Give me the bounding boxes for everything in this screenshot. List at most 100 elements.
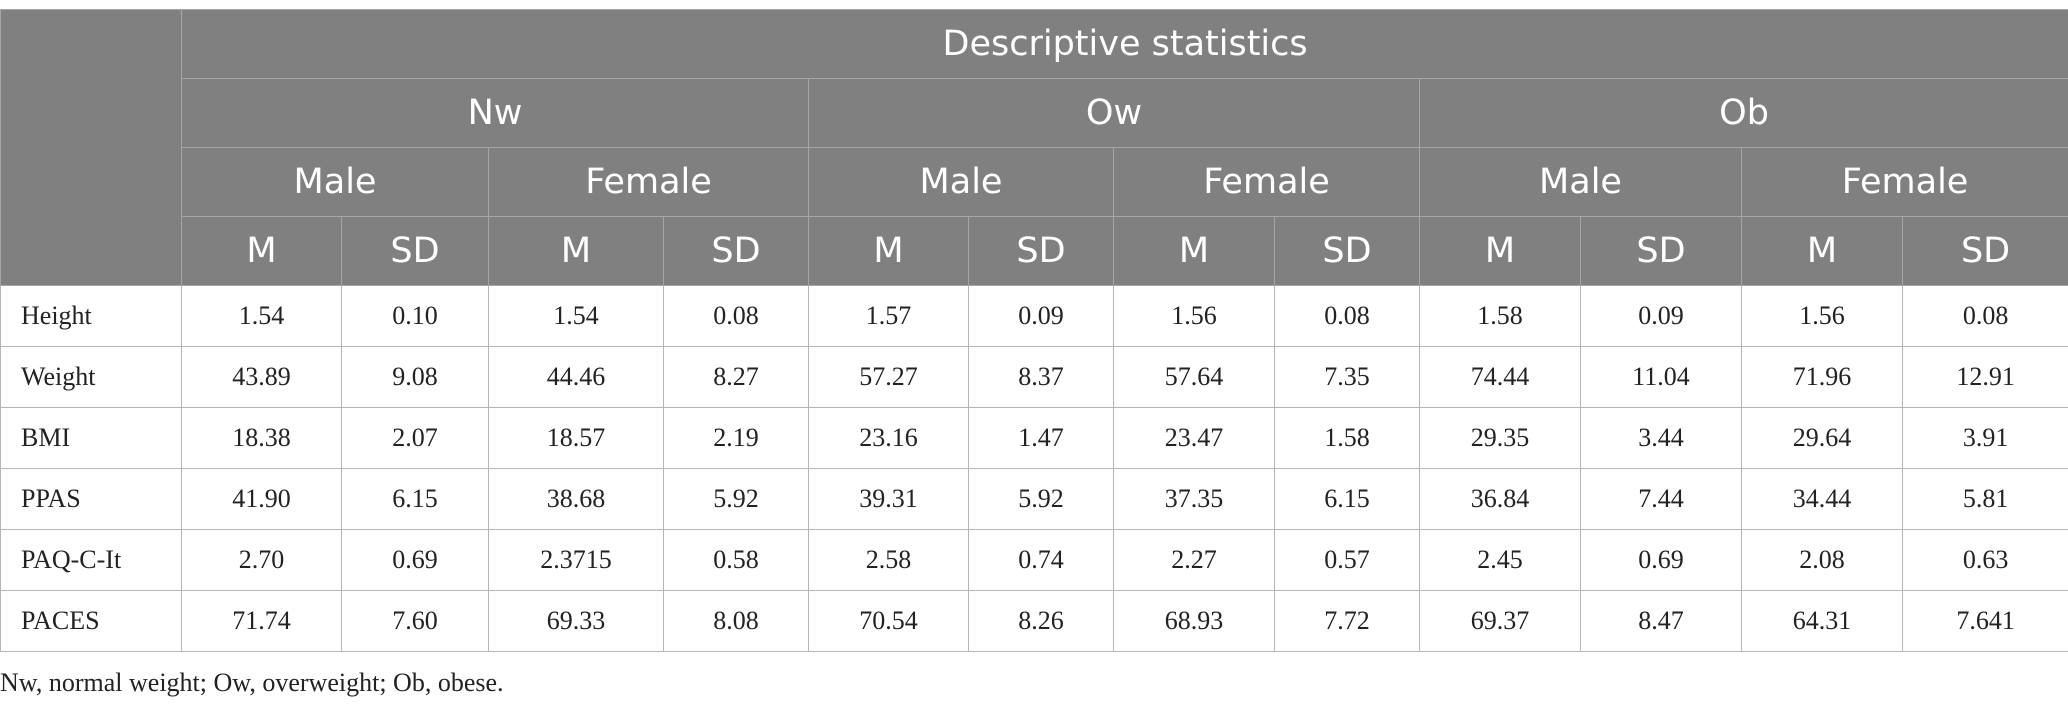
stat-header-mean: M	[1419, 216, 1581, 286]
table-cell: 57.27	[808, 346, 969, 408]
table-cell: 2.45	[1419, 529, 1581, 591]
table-row: BMI 18.38 2.07 18.57 2.19 23.16 1.47 23.47 1.58 2…	[0, 407, 2068, 469]
table-cell: 1.47	[968, 407, 1114, 469]
group-header-nw: Nw	[181, 78, 809, 148]
table-cell: 0.08	[1274, 285, 1420, 347]
table-cell: 23.47	[1113, 407, 1275, 469]
table-cell: 7.44	[1580, 468, 1742, 530]
table-cell: 8.27	[663, 346, 809, 408]
table-title: Descriptive statistics	[180, 9, 2068, 79]
table-cell: 6.15	[1274, 468, 1420, 530]
table-cell: 1.58	[1419, 285, 1581, 347]
table-cell: 29.35	[1419, 407, 1581, 469]
row-label: PAQ-C-It	[0, 529, 182, 591]
row-label: PACES	[0, 590, 182, 652]
table-row: PAQ-C-It 2.70 0.69 2.3715 0.58 2.58 0.74 2.27 0.…	[0, 529, 2068, 591]
table-cell: 0.58	[663, 529, 809, 591]
table-cell: 69.33	[488, 590, 664, 652]
row-label: Weight	[0, 346, 182, 408]
table-footnote: Nw, normal weight; Ow, overweight; Ob, o…	[0, 668, 504, 697]
table-cell: 2.27	[1113, 529, 1275, 591]
table-cell: 37.35	[1113, 468, 1275, 530]
table-cell: 69.37	[1419, 590, 1581, 652]
table-cell: 0.74	[968, 529, 1114, 591]
table-cell: 1.56	[1113, 285, 1275, 347]
table-cell: 0.69	[1580, 529, 1742, 591]
table-cell: 8.37	[968, 346, 1114, 408]
table-cell: 38.68	[488, 468, 664, 530]
table-cell: 41.90	[181, 468, 342, 530]
table-cell: 1.56	[1741, 285, 1903, 347]
stat-header-mean: M	[808, 216, 969, 286]
table-cell: 70.54	[808, 590, 969, 652]
table-cell: 74.44	[1419, 346, 1581, 408]
stat-header-mean: M	[1741, 216, 1903, 286]
sex-header-nw-female: Female	[488, 147, 809, 217]
stat-header-mean: M	[1113, 216, 1275, 286]
table-row: PACES 71.74 7.60 69.33 8.08 70.54 8.26 68.93 7.7…	[0, 590, 2068, 652]
table-cell: 1.54	[488, 285, 664, 347]
stat-header-sd: SD	[1901, 216, 2068, 286]
table-row: Height 1.54 0.10 1.54 0.08 1.57 0.09 1.56 0.08 1.…	[0, 285, 2068, 347]
table-cell: 2.3715	[488, 529, 664, 591]
table-cell: 36.84	[1419, 468, 1581, 530]
table-cell: 29.64	[1741, 407, 1903, 469]
table-cell: 0.08	[1901, 285, 2068, 347]
table-cell: 18.57	[488, 407, 664, 469]
table-cell: 43.89	[181, 346, 342, 408]
table-cell: 68.93	[1113, 590, 1275, 652]
table-cell: 3.91	[1901, 407, 2068, 469]
table-cell: 39.31	[808, 468, 969, 530]
table-cell: 8.26	[968, 590, 1114, 652]
table-cell: 8.47	[1580, 590, 1742, 652]
table-cell: 5.92	[663, 468, 809, 530]
table-cell: 7.60	[341, 590, 489, 652]
table-cell: 0.69	[341, 529, 489, 591]
table-cell: 2.08	[1741, 529, 1903, 591]
sex-header-ob-male: Male	[1419, 147, 1742, 217]
stat-header-sd: SD	[1274, 216, 1420, 286]
table-cell: 6.15	[341, 468, 489, 530]
table-cell: 0.08	[663, 285, 809, 347]
table-cell: 1.57	[808, 285, 969, 347]
stat-header-sd: SD	[341, 216, 489, 286]
group-header-ow: Ow	[808, 78, 1420, 148]
stat-header-sd: SD	[1580, 216, 1742, 286]
table-cell: 2.70	[181, 529, 342, 591]
sex-header-ow-female: Female	[1113, 147, 1420, 217]
table-cell: 3.44	[1580, 407, 1742, 469]
table-cell: 0.57	[1274, 529, 1420, 591]
table-cell: 1.58	[1274, 407, 1420, 469]
table-cell: 71.74	[181, 590, 342, 652]
stat-header-sd: SD	[968, 216, 1114, 286]
table-container: Descriptive statistics Nw Ow Ob Male Fem…	[0, 9, 2068, 652]
row-label: PPAS	[0, 468, 182, 530]
table-cell: 0.09	[1580, 285, 1742, 347]
table-cell: 7.35	[1274, 346, 1420, 408]
table-row: PPAS 41.90 6.15 38.68 5.92 39.31 5.92 37.35 6.15…	[0, 468, 2068, 530]
table-cell: 7.641	[1901, 590, 2068, 652]
group-header-ob: Ob	[1418, 78, 2068, 148]
table-cell: 0.63	[1901, 529, 2068, 591]
table-cell: 9.08	[341, 346, 489, 408]
table-cell: 2.58	[808, 529, 969, 591]
table-cell: 11.04	[1580, 346, 1742, 408]
table-cell: 0.10	[341, 285, 489, 347]
table-row: Weight 43.89 9.08 44.46 8.27 57.27 8.37 57.64 7.…	[0, 346, 2068, 408]
table-cell: 71.96	[1741, 346, 1903, 408]
row-label: BMI	[0, 407, 182, 469]
table-cell: 44.46	[488, 346, 664, 408]
stat-header-mean: M	[488, 216, 664, 286]
table-body: Height 1.54 0.10 1.54 0.08 1.57 0.09 1.56 0.08 1.…	[0, 285, 2068, 652]
sex-header-nw-male: Male	[181, 147, 489, 217]
row-label: Height	[0, 285, 182, 347]
table-cell: 2.07	[341, 407, 489, 469]
stat-header-sd: SD	[663, 216, 809, 286]
descriptive-statistics-table: Descriptive statistics Nw Ow Ob Male Fem…	[0, 9, 2068, 652]
table-cell: 18.38	[181, 407, 342, 469]
table-cell: 23.16	[808, 407, 969, 469]
table-cell: 34.44	[1741, 468, 1903, 530]
stat-header-mean: M	[181, 216, 342, 286]
table-cell: 64.31	[1741, 590, 1903, 652]
table-cell: 7.72	[1274, 590, 1420, 652]
